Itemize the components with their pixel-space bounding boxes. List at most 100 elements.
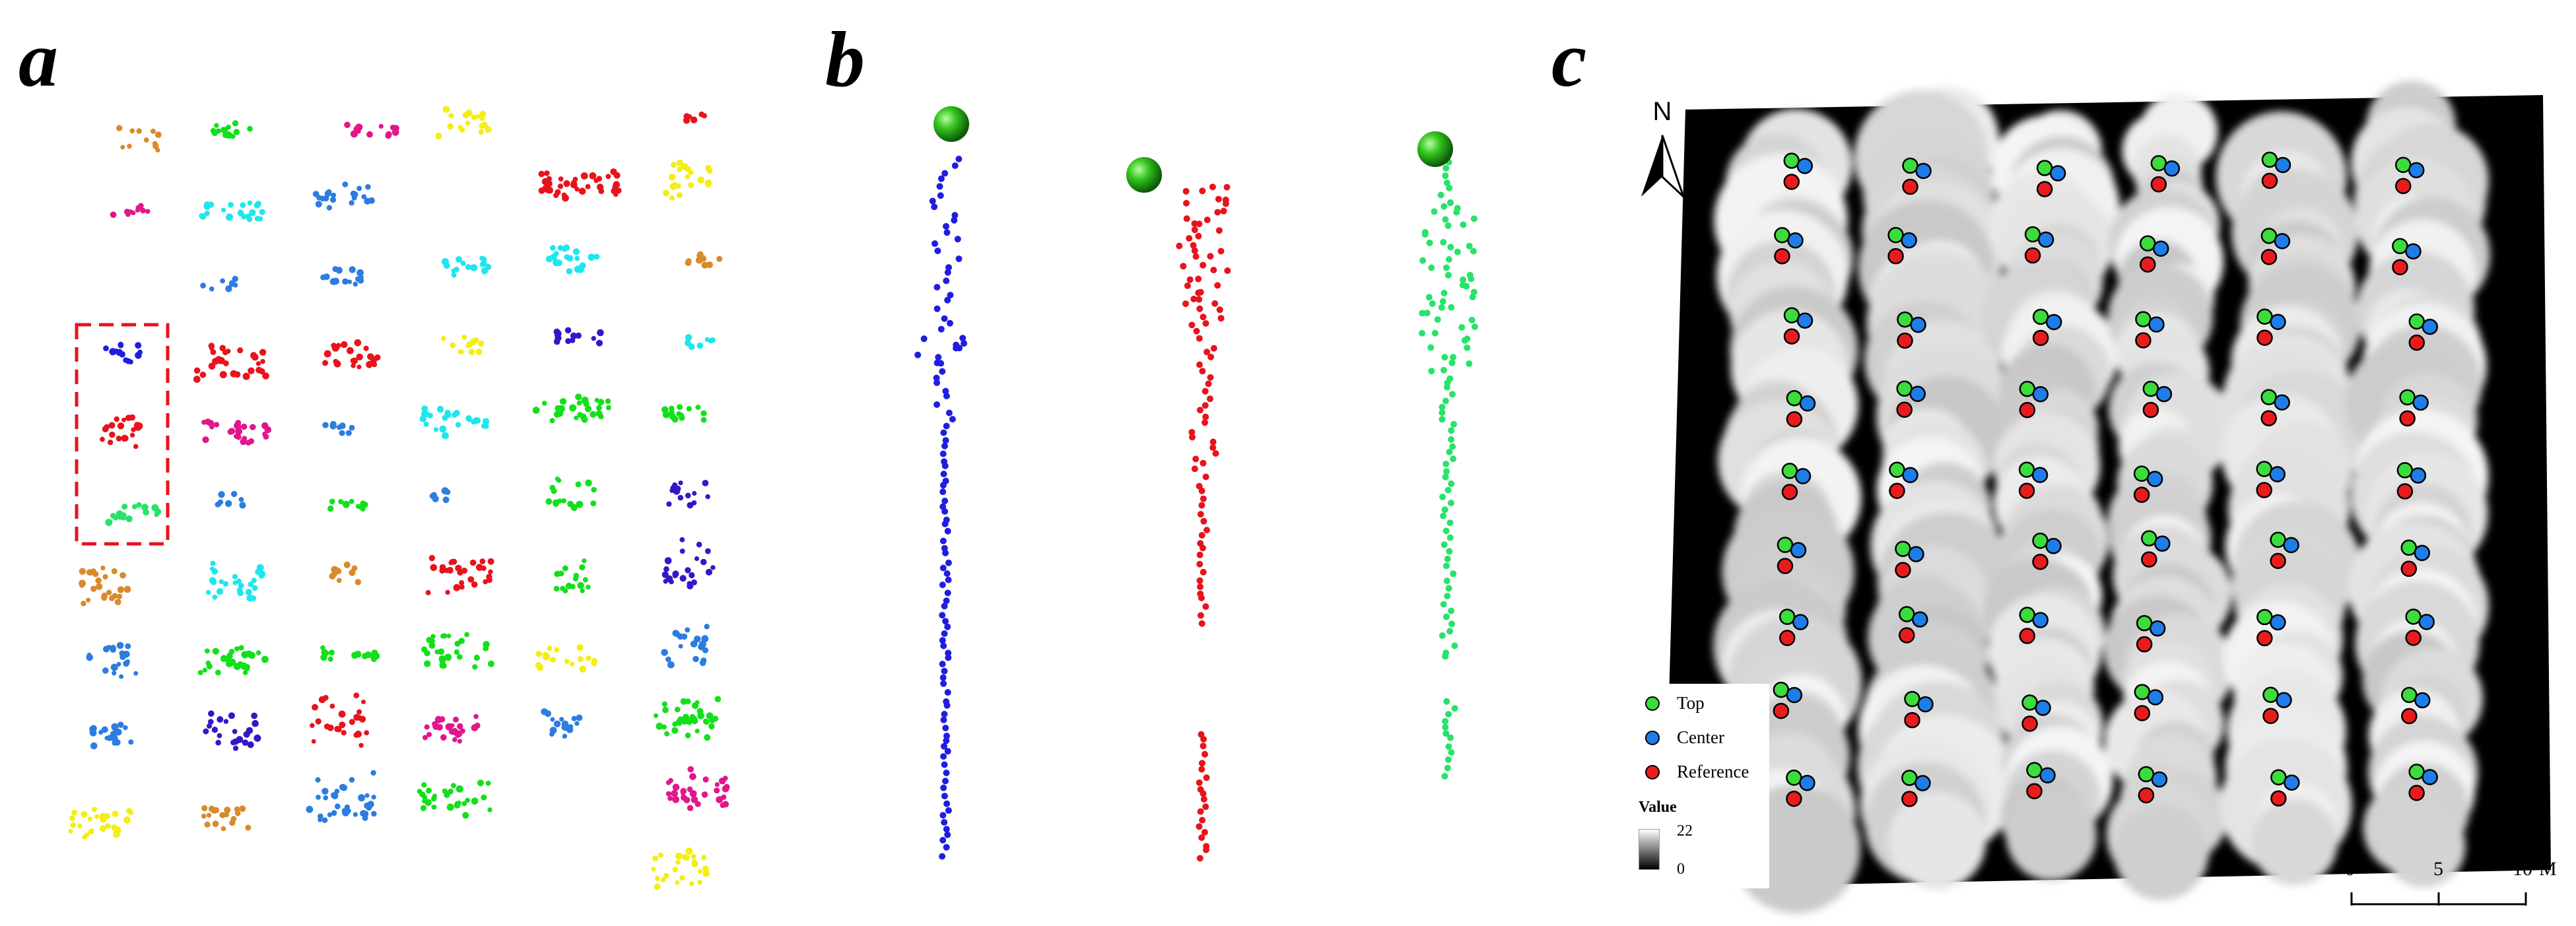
top-marker xyxy=(2018,461,2035,478)
crown-blob xyxy=(2006,790,2097,881)
top-marker xyxy=(2260,228,2278,244)
profile-point xyxy=(1196,361,1203,368)
cluster-point xyxy=(721,794,727,800)
cluster-point xyxy=(596,183,604,191)
tree-marker-group-41 xyxy=(2270,531,2299,570)
cluster-point xyxy=(690,116,698,123)
cluster-point xyxy=(421,405,428,413)
cluster-point xyxy=(203,728,209,735)
profile-point xyxy=(1222,200,1229,207)
cluster-point xyxy=(454,640,461,647)
cluster-point xyxy=(440,663,447,669)
profile-point xyxy=(1195,232,1202,240)
center-marker xyxy=(2163,160,2181,177)
cluster-point xyxy=(88,828,94,835)
cluster-point xyxy=(671,162,677,168)
cluster-point xyxy=(212,594,218,600)
cluster-point xyxy=(435,132,442,140)
cluster-point xyxy=(232,120,239,127)
tree-marker-group-18 xyxy=(2036,160,2066,197)
cluster-point xyxy=(561,192,567,198)
cluster-point xyxy=(433,427,439,432)
cluster-point xyxy=(471,724,479,731)
cluster-point xyxy=(430,634,436,639)
profile-point xyxy=(1445,743,1452,750)
cluster-point xyxy=(558,176,564,182)
cluster-point xyxy=(558,570,564,577)
cluster-point xyxy=(450,783,456,789)
cluster-point xyxy=(332,277,340,285)
profile-point xyxy=(1197,583,1203,591)
cluster-point xyxy=(441,257,449,265)
cluster-point xyxy=(447,123,454,130)
tree-marker-group-29 xyxy=(2135,311,2165,348)
profile-point xyxy=(1443,383,1450,391)
cluster-point xyxy=(217,587,224,595)
top-marker xyxy=(2270,769,2287,785)
reference-marker xyxy=(2036,181,2053,197)
profile-point xyxy=(941,462,949,469)
profile-point xyxy=(945,576,952,583)
profile-point xyxy=(939,450,947,457)
cluster-point xyxy=(697,879,702,885)
cluster-point xyxy=(586,584,591,590)
cluster-point xyxy=(672,795,679,803)
top-marker xyxy=(1779,609,1796,625)
profile-point xyxy=(1439,632,1446,639)
cluster-point xyxy=(349,424,355,431)
cluster-point xyxy=(104,813,110,819)
scale-bar xyxy=(2350,892,2527,906)
cluster-point xyxy=(672,570,679,578)
cluster-point xyxy=(678,644,683,649)
tree-marker-group-51 xyxy=(2405,609,2435,646)
cluster-point xyxy=(591,661,597,667)
cluster-point xyxy=(420,805,427,811)
cluster-point xyxy=(252,719,259,727)
cluster-point xyxy=(564,659,570,664)
tree-marker-group-23 xyxy=(2032,533,2062,570)
cluster-point xyxy=(224,807,231,814)
reference-marker xyxy=(1774,248,1790,265)
cluster-point xyxy=(681,633,688,640)
cluster-point xyxy=(691,717,698,725)
profile-point xyxy=(920,335,928,343)
cluster-point xyxy=(577,656,584,663)
top-marker xyxy=(1904,690,1920,708)
profile-point xyxy=(941,315,948,322)
profile-point xyxy=(1196,560,1203,568)
crown-blob xyxy=(2382,805,2466,888)
cluster-point xyxy=(588,253,595,261)
cluster-point xyxy=(662,189,669,197)
cluster-point xyxy=(545,180,553,187)
cluster-point xyxy=(133,444,139,449)
tree-marker-group-13 xyxy=(1889,461,1918,499)
cluster-point xyxy=(86,569,93,576)
profile-point xyxy=(1448,620,1456,628)
center-marker xyxy=(2155,385,2173,403)
cluster-point xyxy=(255,366,263,374)
cluster-13 xyxy=(545,244,600,275)
cluster-point xyxy=(677,166,683,172)
cluster-point xyxy=(141,504,149,511)
cluster-7 xyxy=(312,182,375,211)
top-marker xyxy=(2019,607,2035,623)
cluster-21 xyxy=(100,414,143,449)
cluster-point xyxy=(689,572,695,579)
cluster-point xyxy=(562,565,568,572)
cluster-point xyxy=(697,869,702,874)
cluster-point xyxy=(249,209,256,216)
profile-point xyxy=(1202,413,1209,420)
cluster-point xyxy=(321,649,328,656)
center-marker xyxy=(2418,614,2435,630)
cluster-point xyxy=(559,717,564,722)
cluster-point xyxy=(317,813,323,820)
cluster-point xyxy=(212,820,219,828)
cluster-point xyxy=(705,494,710,500)
top-marker xyxy=(2408,764,2425,780)
cluster-5 xyxy=(110,203,151,218)
cluster-point xyxy=(685,174,690,180)
profile-point xyxy=(943,702,951,709)
cluster-point xyxy=(137,349,143,355)
top-marker xyxy=(2262,686,2279,703)
cluster-point xyxy=(704,337,710,342)
